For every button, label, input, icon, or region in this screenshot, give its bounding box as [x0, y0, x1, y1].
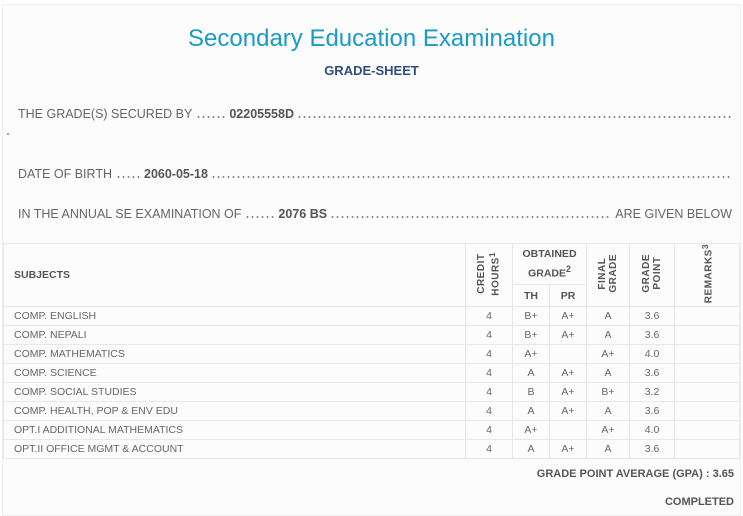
cell-remarks [674, 306, 740, 327]
grades-table: SUBJECTS CREDIT HOURS1 OBTAINED GRADE2 FI… [3, 242, 740, 460]
cell-subject: OPT.I ADDITIONAL MATHEMATICS [3, 420, 466, 441]
cell-th: A+ [512, 420, 550, 441]
exam-year: 2076 BS [278, 207, 328, 221]
cell-credit: 4 [465, 306, 513, 327]
col-credit-hours: CREDIT HOURS1 [465, 242, 513, 308]
cell-subject: COMP. HEALTH, POP & ENV EDU [3, 401, 466, 422]
table-row: COMP. NEPALI 4 B+ A+ A 3.6 [3, 325, 740, 346]
gpa-label: GRADE POINT AVERAGE (GPA) : [536, 468, 710, 480]
cell-final: A [586, 306, 630, 327]
secured-by-line: THE GRADE(S) SECURED BY 02205558D [18, 107, 732, 121]
cell-final: A [586, 325, 630, 346]
col-pr: PR [549, 284, 587, 308]
cell-pr: A+ [549, 325, 587, 346]
cell-th: B [512, 382, 550, 403]
cell-gp: 3.6 [629, 401, 675, 422]
cell-th: B+ [512, 325, 550, 346]
col-final-grade: FINAL GRADE [586, 242, 630, 308]
cell-credit: 4 [465, 439, 513, 460]
cell-remarks [674, 363, 740, 384]
cell-pr: A+ [549, 401, 587, 422]
cell-credit: 4 [465, 325, 513, 346]
cell-th: A [512, 401, 550, 422]
cell-final: A [586, 363, 630, 384]
exam-label: IN THE ANNUAL SE EXAMINATION OF [18, 207, 242, 221]
secured-label: THE GRADE(S) SECURED BY [18, 107, 193, 121]
cell-final: A [586, 439, 630, 460]
gpa: GRADE POINT AVERAGE (GPA) : 3.65 [537, 468, 734, 480]
dob-value: 2060-05-18 [144, 167, 208, 181]
exam-line: IN THE ANNUAL SE EXAMINATION OF 2076 BS … [18, 207, 732, 221]
dot [7, 133, 9, 135]
cell-th: A [512, 439, 550, 460]
col-subjects: SUBJECTS [3, 242, 466, 308]
cell-remarks [674, 420, 740, 441]
gpa-value: 3.65 [712, 468, 734, 480]
cell-remarks [674, 439, 740, 460]
cell-gp: 4.0 [629, 344, 675, 365]
cell-pr: A+ [549, 439, 587, 460]
status: COMPLETED [664, 496, 734, 508]
col-grade-point: GRADE POINT [629, 242, 675, 308]
table-row: COMP. ENGLISH 4 B+ A+ A 3.6 [3, 306, 740, 327]
cell-gp: 3.6 [629, 306, 675, 327]
cell-pr: A+ [549, 306, 587, 327]
cell-credit: 4 [465, 363, 513, 384]
cell-remarks [674, 344, 740, 365]
exam-suffix: ARE GIVEN BELOW [615, 207, 732, 221]
table-row: COMP. MATHEMATICS 4 A+ A+ 4.0 [3, 344, 740, 365]
cell-remarks [674, 401, 740, 422]
cell-credit: 4 [465, 382, 513, 403]
page-title: Secondary Education Examination [188, 25, 555, 52]
cell-gp: 3.2 [629, 382, 675, 403]
cell-subject: COMP. SCIENCE [3, 363, 466, 384]
cell-subject: COMP. NEPALI [3, 325, 466, 346]
table-row: COMP. HEALTH, POP & ENV EDU 4 A A+ A 3.6 [3, 401, 740, 422]
cell-final: A [586, 401, 630, 422]
table-row: OPT.I ADDITIONAL MATHEMATICS 4 A+ A+ 4.0 [3, 420, 740, 441]
page-subtitle: GRADE-SHEET [324, 63, 419, 78]
cell-remarks [674, 325, 740, 346]
cell-credit: 4 [465, 420, 513, 441]
col-remarks: REMARKS3 [674, 242, 740, 308]
symbol-number: 02205558D [229, 107, 294, 121]
cell-th: A+ [512, 344, 550, 365]
cell-gp: 3.6 [629, 325, 675, 346]
cell-pr [549, 420, 587, 441]
grade-sheet: Secondary Education Examination GRADE-SH… [2, 4, 741, 516]
cell-subject: COMP. MATHEMATICS [3, 344, 466, 365]
col-obtained-grade: OBTAINED GRADE2 [512, 242, 587, 286]
cell-pr: A+ [549, 382, 587, 403]
dob-line: DATE OF BIRTH 2060-05-18 [18, 167, 732, 181]
cell-remarks [674, 382, 740, 403]
table-row: OPT.II OFFICE MGMT & ACCOUNT 4 A A+ A 3.6 [3, 439, 740, 460]
cell-th: A [512, 363, 550, 384]
cell-final: A+ [586, 344, 630, 365]
cell-subject: COMP. ENGLISH [3, 306, 466, 327]
cell-final: B+ [586, 382, 630, 403]
cell-credit: 4 [465, 344, 513, 365]
cell-pr [549, 344, 587, 365]
cell-final: A+ [586, 420, 630, 441]
cell-credit: 4 [465, 401, 513, 422]
table-row: COMP. SOCIAL STUDIES 4 B A+ B+ 3.2 [3, 382, 740, 403]
cell-subject: COMP. SOCIAL STUDIES [3, 382, 466, 403]
table-row: COMP. SCIENCE 4 A A+ A 3.6 [3, 363, 740, 384]
cell-gp: 3.6 [629, 363, 675, 384]
cell-subject: OPT.II OFFICE MGMT & ACCOUNT [3, 439, 466, 460]
cell-th: B+ [512, 306, 550, 327]
col-th: TH [512, 284, 550, 308]
cell-gp: 3.6 [629, 439, 675, 460]
dob-label: DATE OF BIRTH [18, 167, 112, 181]
cell-gp: 4.0 [629, 420, 675, 441]
cell-pr: A+ [549, 363, 587, 384]
